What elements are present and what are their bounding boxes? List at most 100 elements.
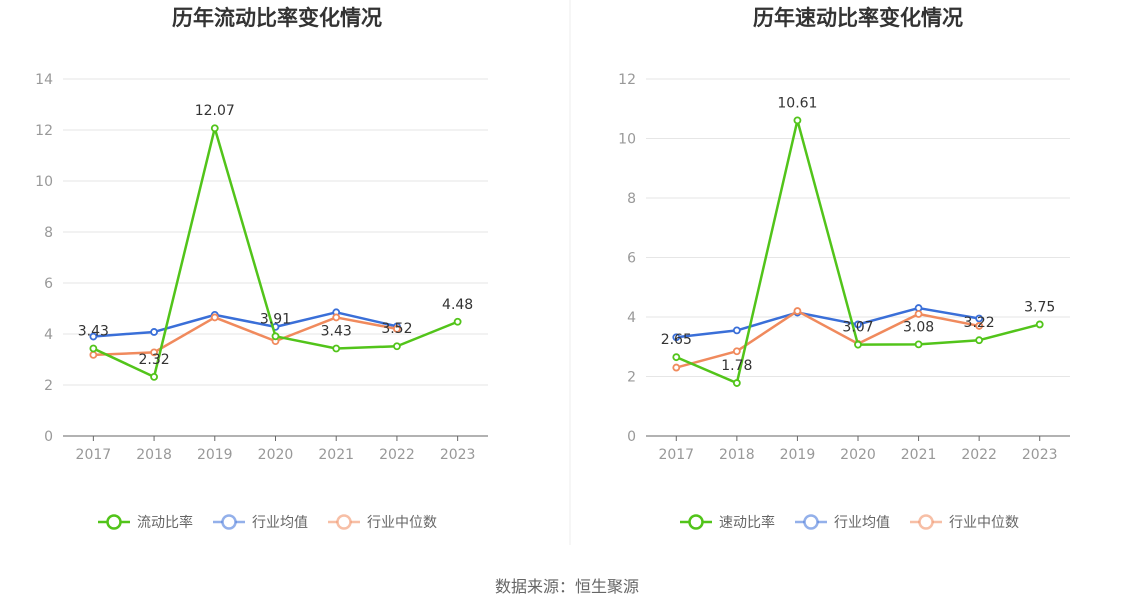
legend-item-0[interactable]: 流动比率 xyxy=(98,514,193,531)
y-tick-label: 0 xyxy=(627,429,636,445)
data-label: 3.43 xyxy=(78,324,109,340)
data-point[interactable] xyxy=(793,116,802,125)
legend-item-0[interactable]: 速动比率 xyxy=(680,514,775,531)
legend-item-1[interactable]: 行业均值 xyxy=(795,514,890,531)
data-point[interactable] xyxy=(854,340,862,349)
data-point[interactable] xyxy=(393,342,401,351)
x-tick-label: 2021 xyxy=(901,447,937,463)
series-line xyxy=(93,311,398,338)
data-label: 3.07 xyxy=(842,320,873,336)
data-label: 12.07 xyxy=(195,103,235,119)
y-tick-label: 4 xyxy=(44,327,53,343)
x-tick-label: 2022 xyxy=(961,447,997,463)
legend-label: 行业中位数 xyxy=(367,515,437,531)
data-label: 3.52 xyxy=(381,321,412,337)
legend-label: 速动比率 xyxy=(719,514,775,531)
x-tick-label: 2017 xyxy=(76,447,112,463)
chart-title: 历年流动比率变化情况 xyxy=(172,6,382,30)
data-label: 3.08 xyxy=(903,319,934,335)
data-point[interactable] xyxy=(453,317,462,326)
data-label: 4.48 xyxy=(442,297,473,313)
legend-label: 行业均值 xyxy=(834,515,890,531)
legend-item-2[interactable]: 行业中位数 xyxy=(328,514,437,531)
x-tick-label: 2020 xyxy=(258,447,294,463)
data-point[interactable] xyxy=(672,363,681,372)
x-tick-label: 2022 xyxy=(379,447,415,463)
legend-item-2[interactable]: 行业中位数 xyxy=(910,514,1019,531)
series-2 xyxy=(89,313,401,359)
quick-ratio-chart: 历年速动比率变化情况 0 2 4 6 8 10 12 2017 2018 2019 2020 2021 2… xyxy=(618,6,1070,531)
y-tick-label: 14 xyxy=(35,72,53,88)
x-tick-label: 2019 xyxy=(197,447,233,463)
data-point[interactable] xyxy=(732,347,741,356)
data-point[interactable] xyxy=(975,322,984,330)
data-point[interactable] xyxy=(975,314,984,323)
y-tick-label: 12 xyxy=(618,72,636,88)
data-point[interactable] xyxy=(914,310,923,318)
data-point[interactable] xyxy=(393,324,401,333)
data-point[interactable] xyxy=(150,328,158,336)
data-point[interactable] xyxy=(210,313,219,322)
x-tick-label: 2017 xyxy=(658,447,694,463)
y-tick-label: 8 xyxy=(44,225,53,241)
series-0: 3.43 2.32 12.07 3.91 3.43 3.52 4.48 xyxy=(78,103,473,381)
data-point[interactable] xyxy=(271,332,280,341)
legend-circle-icon xyxy=(106,514,122,530)
data-point[interactable] xyxy=(89,332,98,341)
data-source-note: 数据来源：恒生聚源 xyxy=(495,577,639,596)
series-1 xyxy=(672,304,984,342)
x-tick-label: 2018 xyxy=(719,447,755,463)
legend-circle-icon xyxy=(336,514,352,530)
x-tick-label: 2018 xyxy=(136,447,172,463)
x-tick-label: 2023 xyxy=(440,447,476,463)
y-tick-label: 10 xyxy=(618,132,636,148)
legend-circle-icon xyxy=(803,514,819,530)
data-point[interactable] xyxy=(332,313,341,322)
data-label: 3.43 xyxy=(321,324,352,340)
data-label: 3.75 xyxy=(1024,299,1055,315)
series-0: 2.65 1.78 10.61 3.07 3.08 3.22 3.75 xyxy=(661,95,1055,387)
data-point[interactable] xyxy=(732,379,741,387)
legend-item-1[interactable]: 行业均值 xyxy=(213,514,308,531)
legend: 速动比率 行业均值 行业中位数 xyxy=(680,514,1019,531)
data-point[interactable] xyxy=(150,372,158,381)
y-tick-label: 6 xyxy=(44,276,53,292)
current-ratio-chart: 历年流动比率变化情况 0 2 4 6 8 10 12 14 2017 2018 2019 2020 202… xyxy=(35,6,488,531)
y-tick-label: 4 xyxy=(627,310,636,326)
series-line xyxy=(675,309,980,369)
x-tick-label: 2023 xyxy=(1022,447,1058,463)
legend-circle-icon xyxy=(688,514,704,530)
series-line xyxy=(676,306,980,339)
data-label: 2.65 xyxy=(661,332,692,348)
data-point[interactable] xyxy=(914,340,923,349)
data-point[interactable] xyxy=(672,333,681,342)
y-tick-label: 0 xyxy=(44,429,53,445)
data-point[interactable] xyxy=(793,307,802,315)
data-point[interactable] xyxy=(1035,320,1044,329)
data-point[interactable] xyxy=(89,351,98,359)
y-tick-label: 12 xyxy=(35,123,53,139)
series-1 xyxy=(89,308,401,341)
y-tick-label: 10 xyxy=(35,174,53,190)
chart-title: 历年速动比率变化情况 xyxy=(753,6,963,30)
data-point[interactable] xyxy=(89,344,98,353)
data-label: 3.91 xyxy=(260,311,291,327)
data-point[interactable] xyxy=(150,348,158,357)
x-tick-label: 2021 xyxy=(318,447,354,463)
legend-circle-icon xyxy=(918,514,934,530)
y-tick-label: 6 xyxy=(627,251,636,267)
data-point[interactable] xyxy=(732,326,741,335)
data-point[interactable] xyxy=(975,336,984,345)
data-label: 3.22 xyxy=(964,315,995,331)
data-point[interactable] xyxy=(210,124,219,133)
data-label: 2.32 xyxy=(138,352,169,368)
data-label: 1.78 xyxy=(721,358,752,374)
x-tick-label: 2019 xyxy=(780,447,816,463)
legend-label: 流动比率 xyxy=(137,514,193,531)
data-point[interactable] xyxy=(854,320,862,329)
y-tick-label: 8 xyxy=(627,191,636,207)
data-point[interactable] xyxy=(332,344,341,353)
y-tick-label: 2 xyxy=(627,370,636,386)
legend-label: 行业中位数 xyxy=(949,515,1019,531)
data-point[interactable] xyxy=(672,353,681,362)
